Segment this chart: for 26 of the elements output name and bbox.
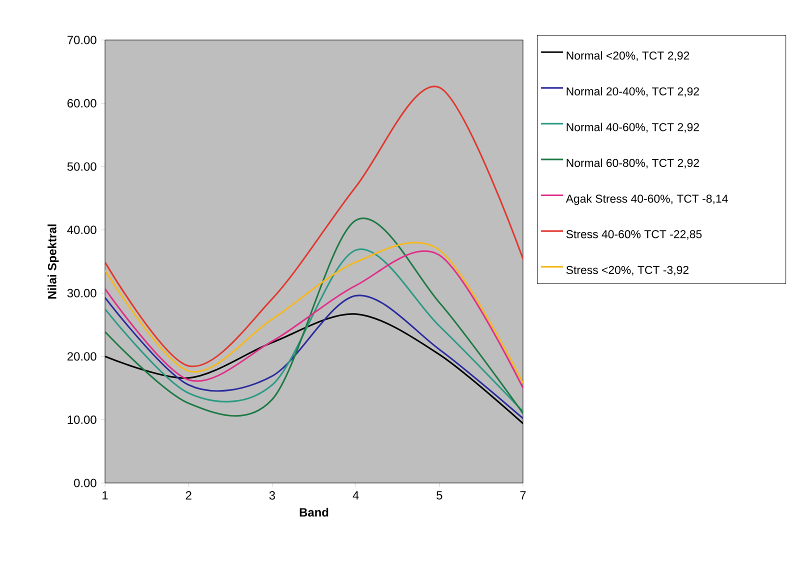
legend-label: Normal <20%, TCT 2,92	[566, 51, 690, 62]
x-tick-label: 4	[352, 491, 359, 500]
x-axis-title: Band	[300, 508, 328, 517]
legend-label: Normal 40-60%, TCT 2,92	[566, 122, 699, 133]
line-series	[105, 248, 524, 412]
y-tick-label: 60.00	[68, 99, 96, 108]
y-tick-label: 70.00	[68, 36, 96, 44]
line-series	[105, 294, 524, 420]
legend-label: Normal 20-40%, TCT 2,92	[566, 87, 699, 97]
y-axis-title: Nilai Spektral	[48, 224, 59, 299]
y-tick-label: 50.00	[67, 162, 96, 171]
y-tick-label: 30.00	[67, 288, 96, 298]
y-tick-label: 40.00	[67, 226, 96, 234]
line-series	[105, 86, 524, 367]
x-tick-label: 5	[436, 491, 442, 500]
x-tick-label: 2	[186, 491, 192, 500]
x-tick-label: 3	[269, 491, 275, 500]
y-tick-label: 20.00	[67, 352, 96, 361]
legend-label: Stress 40-60% TCT -22,85	[566, 230, 702, 240]
y-tick-label: 10.00	[68, 415, 96, 424]
legend-label: Normal 60-80%, TCT 2,92	[566, 158, 699, 168]
legend-label: Agak Stress 40-60%, TCT -8,14	[566, 194, 728, 206]
x-tick-label: 7	[520, 491, 526, 500]
legend-label: Stress <20%, TCT -3,92	[566, 266, 688, 276]
x-tick-label: 1	[102, 491, 108, 500]
y-tick-label: 0.00	[74, 478, 96, 488]
